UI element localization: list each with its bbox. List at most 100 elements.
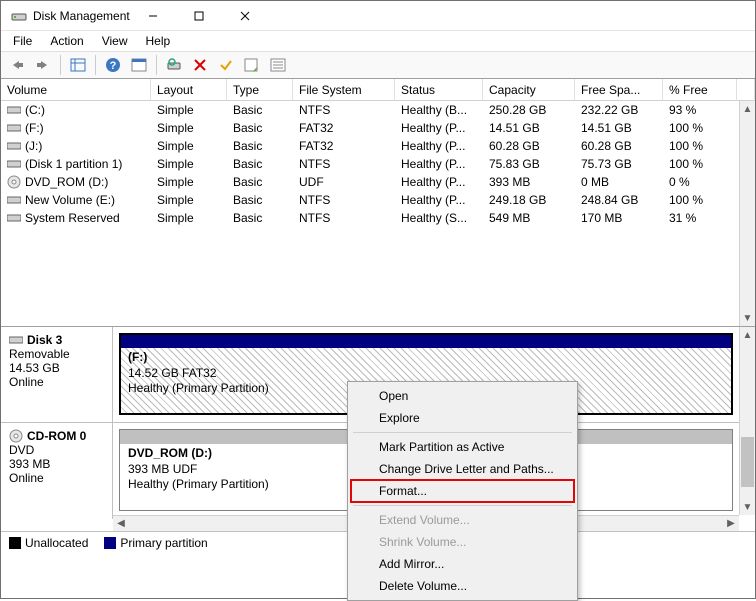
col-type[interactable]: Type [227,79,293,101]
context-item-change-drive-letter-and-paths[interactable]: Change Drive Letter and Paths... [351,458,574,480]
legend-label: Primary partition [120,536,207,550]
context-item-delete-volume[interactable]: Delete Volume... [351,575,574,597]
table-row[interactable]: (Disk 1 partition 1)SimpleBasicNTFSHealt… [1,155,755,173]
type-cell: Basic [227,192,293,208]
context-item-explore[interactable]: Explore [351,407,574,429]
status-cell: Healthy (P... [395,174,483,190]
col-layout[interactable]: Layout [151,79,227,101]
filesystem-cell: NTFS [293,210,395,226]
maximize-button[interactable] [176,1,222,31]
table-row[interactable]: (J:)SimpleBasicFAT32Healthy (P...60.28 G… [1,137,755,155]
settings-button[interactable] [240,53,264,77]
type-cell: Basic [227,156,293,172]
scroll-right-icon[interactable]: ▶ [723,516,739,531]
volume-list-header: Volume Layout Type File System Status Ca… [1,79,755,101]
help-button[interactable]: ? [101,53,125,77]
layout-cell: Simple [151,192,227,208]
type-cell: Basic [227,210,293,226]
filesystem-cell: FAT32 [293,120,395,136]
titlebar: Disk Management [1,1,755,31]
percent-cell: 100 % [663,156,737,172]
percent-cell: 0 % [663,174,737,190]
table-row[interactable]: (F:)SimpleBasicFAT32Healthy (P...14.51 G… [1,119,755,137]
menu-action[interactable]: Action [42,32,91,50]
list-button[interactable] [266,53,290,77]
free-cell: 60.28 GB [575,138,663,154]
context-item-mark-partition-as-active[interactable]: Mark Partition as Active [351,436,574,458]
partition-bar [120,334,732,348]
volume-name-cell: (F:) [1,120,151,136]
disk-label[interactable]: CD-ROM 0 DVD 393 MB Online [1,423,113,519]
table-row[interactable]: (C:)SimpleBasicNTFSHealthy (B...250.28 G… [1,101,755,119]
toolbar-separator [60,55,61,75]
percent-cell: 100 % [663,192,737,208]
table-row[interactable]: DVD_ROM (D:)SimpleBasicUDFHealthy (P...3… [1,173,755,191]
col-free[interactable]: Free Spa... [575,79,663,101]
context-item-open[interactable]: Open [351,385,574,407]
volume-name-cell: (J:) [1,138,151,154]
percent-cell: 31 % [663,210,737,226]
disk-info: Online [9,471,104,485]
props-button[interactable] [127,53,151,77]
type-cell: Basic [227,138,293,154]
table-row[interactable]: New Volume (E:)SimpleBasicNTFSHealthy (P… [1,191,755,209]
disk-label[interactable]: Disk 3 Removable 14.53 GB Online [1,327,113,422]
type-cell: Basic [227,120,293,136]
disk-info: Online [9,375,104,389]
status-cell: Healthy (P... [395,156,483,172]
disk-info: 14.53 GB [9,361,104,375]
volume-name-cell: New Volume (E:) [1,192,151,208]
menu-view[interactable]: View [94,32,136,50]
filesystem-cell: NTFS [293,192,395,208]
scroll-down-icon[interactable]: ▼ [740,310,755,326]
scroll-up-icon[interactable]: ▲ [740,327,755,343]
toolbar-separator [95,55,96,75]
graphical-scrollbar[interactable]: ▲ ▼ [739,327,755,515]
layout-cell: Simple [151,138,227,154]
capacity-cell: 393 MB [483,174,575,190]
minimize-button[interactable] [130,1,176,31]
volume-scrollbar[interactable]: ▲ ▼ [739,101,755,326]
volume-list: Volume Layout Type File System Status Ca… [1,79,755,327]
toolbar-separator [156,55,157,75]
scrollbar-thumb[interactable] [741,437,754,487]
close-button[interactable] [222,1,268,31]
volume-name-cell: DVD_ROM (D:) [1,174,151,190]
filesystem-cell: FAT32 [293,138,395,154]
legend-unallocated: Unallocated [9,536,88,550]
free-cell: 0 MB [575,174,663,190]
disk-name: Disk 3 [9,333,104,347]
percent-cell: 100 % [663,138,737,154]
refresh-button[interactable] [162,53,186,77]
volume-name-cell: (C:) [1,102,151,118]
scroll-up-icon[interactable]: ▲ [740,101,755,117]
menu-file[interactable]: File [5,32,40,50]
col-status[interactable]: Status [395,79,483,101]
capacity-cell: 250.28 GB [483,102,575,118]
context-item-extend-volume: Extend Volume... [351,509,574,531]
layout-cell: Simple [151,102,227,118]
check-button[interactable] [214,53,238,77]
legend-swatch-unallocated [9,537,21,549]
delete-button[interactable] [188,53,212,77]
col-volume[interactable]: Volume [1,79,151,101]
window-title: Disk Management [33,9,130,23]
percent-cell: 100 % [663,120,737,136]
context-item-format[interactable]: Format... [351,480,574,502]
col-capacity[interactable]: Capacity [483,79,575,101]
back-button[interactable] [5,53,29,77]
menubar: File Action View Help [1,31,755,51]
disk-info: DVD [9,443,104,457]
disk-info: 393 MB [9,457,104,471]
status-cell: Healthy (S... [395,210,483,226]
show-hide-button[interactable] [66,53,90,77]
forward-button[interactable] [31,53,55,77]
table-row[interactable]: System ReservedSimpleBasicNTFSHealthy (S… [1,209,755,227]
scroll-down-icon[interactable]: ▼ [740,499,755,515]
col-percent-free[interactable]: % Free [663,79,737,101]
col-filesystem[interactable]: File System [293,79,395,101]
menu-help[interactable]: Help [138,32,179,50]
scroll-left-icon[interactable]: ◀ [113,516,129,531]
status-cell: Healthy (B... [395,102,483,118]
context-item-add-mirror[interactable]: Add Mirror... [351,553,574,575]
